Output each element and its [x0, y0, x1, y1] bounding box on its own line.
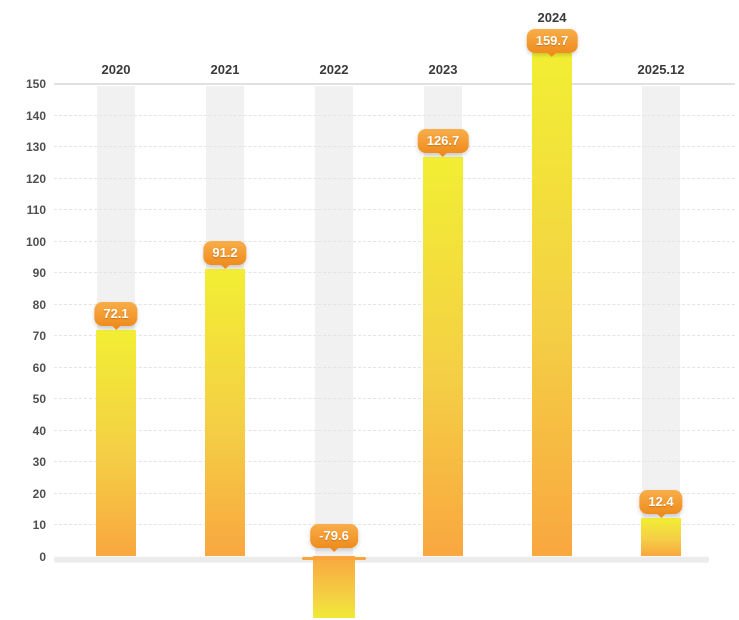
y-axis-tick-label-10: 10: [32, 518, 46, 533]
y-axis-tick-label-130: 130: [25, 140, 46, 155]
value-badge-2020: 72.1: [94, 301, 138, 330]
gridline-100: [54, 240, 735, 242]
bar-2025.12[interactable]: [641, 517, 681, 556]
gridline-70: [54, 335, 735, 337]
y-axis-tick-label-140: 140: [25, 108, 46, 123]
x-axis-label-2023: 2023: [428, 62, 458, 77]
x-axis-label-2022: 2022: [319, 62, 349, 77]
y-axis-tick-label-80: 80: [32, 297, 46, 312]
y-axis-tick-label-40: 40: [32, 423, 46, 438]
bar-2024[interactable]: [532, 53, 572, 556]
gridline-80: [54, 303, 735, 305]
column-band-2022: [315, 86, 353, 556]
badge-pointer-icon: [656, 512, 666, 523]
y-axis-tick-label-50: 50: [32, 392, 46, 407]
value-badge-2023: 126.7: [417, 129, 469, 158]
y-axis-tick-label-120: 120: [25, 171, 46, 186]
badge-pointer-icon: [328, 547, 339, 557]
x-axis-label-2021: 2021: [210, 62, 240, 77]
value-badge-2022: -79.6: [310, 524, 358, 552]
y-axis-tick-label-60: 60: [32, 360, 46, 375]
gridline-40: [54, 429, 735, 431]
gridline-150: [54, 83, 735, 85]
x-axis-label-2025.12: 2025.12: [637, 62, 685, 77]
gridline-130: [54, 146, 735, 148]
y-axis-tick-label-100: 100: [25, 234, 46, 249]
value-badge-2024: 159.7: [526, 29, 578, 58]
y-axis-tick-label-150: 150: [25, 77, 46, 91]
y-axis-tick-label-70: 70: [32, 329, 46, 344]
gridline-20: [54, 492, 735, 494]
badge-pointer-icon: [111, 324, 121, 335]
gridline-50: [54, 398, 735, 400]
y-axis-tick-label-90: 90: [32, 266, 46, 281]
gridline-110: [54, 209, 735, 211]
value-badge-2021: 91.2: [203, 241, 247, 270]
x-axis-label-2024: 2024: [537, 10, 567, 26]
gridline-10: [54, 524, 735, 526]
gridline-120: [54, 177, 735, 179]
gridline-140: [54, 114, 735, 116]
gridline-60: [54, 366, 735, 368]
gridline-30: [54, 461, 735, 463]
gridline-90: [54, 272, 735, 274]
bar-2023[interactable]: [423, 157, 463, 556]
column-band-2025.12: [642, 86, 680, 556]
bar-2020[interactable]: [96, 329, 136, 556]
badge-pointer-icon: [546, 52, 557, 62]
zero-axis-base: [54, 556, 709, 562]
y-axis-tick-label-110: 110: [26, 203, 46, 218]
bar-2022[interactable]: [313, 556, 355, 618]
y-axis-tick-label-0: 0: [39, 550, 46, 564]
bar-2021[interactable]: [205, 269, 245, 556]
y-axis-tick-label-20: 20: [32, 486, 46, 501]
y-axis-tick-label-30: 30: [32, 455, 46, 470]
badge-pointer-icon: [437, 152, 448, 162]
value-badge-2025.12: 12.4: [639, 489, 683, 518]
x-axis-label-2020: 2020: [101, 62, 131, 77]
bar-cap-2022: [302, 557, 366, 560]
badge-pointer-icon: [220, 264, 230, 274]
